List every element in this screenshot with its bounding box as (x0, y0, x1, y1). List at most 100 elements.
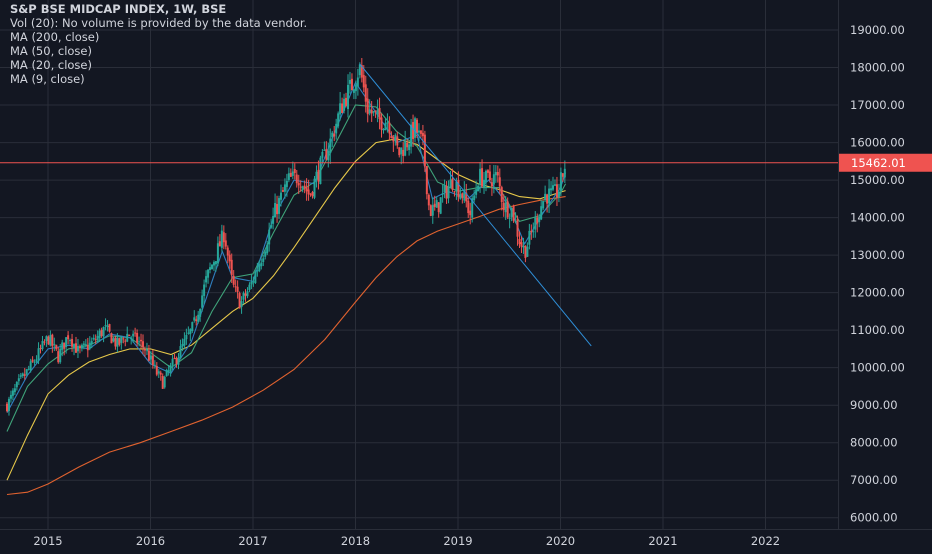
axis-corner[interactable] (839, 530, 932, 550)
candle-body (78, 346, 81, 349)
candle-body (57, 351, 60, 363)
symbol-title[interactable]: S&P BSE MIDCAP INDEX, 1W, BSE (10, 2, 227, 16)
candle-body (416, 119, 418, 134)
candle-body (106, 325, 109, 328)
candle-body (396, 136, 399, 146)
candle-body (552, 185, 555, 190)
candle-body (163, 376, 166, 388)
candle-body (41, 340, 44, 350)
candle-body (449, 179, 452, 188)
candle-body (61, 342, 64, 350)
candle-body (260, 262, 263, 267)
candle-body (59, 348, 62, 363)
candle-body (226, 247, 229, 256)
candle-body (258, 264, 261, 272)
study-volume[interactable]: Vol (20): No volume is provided by the d… (10, 16, 308, 30)
chart-legend: S&P BSE MIDCAP INDEX, 1W, BSE Vol (20): … (10, 2, 307, 86)
candle-body (484, 170, 487, 183)
candle-body (228, 254, 231, 262)
candle-body (122, 338, 125, 340)
last-price-label: 15462.01 (851, 156, 906, 170)
candle-body (557, 191, 560, 198)
candle-body (234, 286, 237, 288)
candle-body (191, 322, 194, 332)
candle-body (185, 334, 188, 340)
candle-body (297, 182, 300, 186)
candle-body (67, 335, 70, 340)
y-tick-label: 13000.00 (850, 248, 905, 262)
x-tick-label: 2018 (341, 534, 370, 548)
candle-body (437, 202, 440, 213)
candle-body (354, 84, 357, 92)
candle-body (530, 230, 533, 233)
y-tick-label: 6000.00 (850, 511, 898, 525)
candle-body (276, 204, 279, 215)
candle-body (244, 293, 247, 296)
ma9-line (6, 81, 567, 413)
candle-body (490, 182, 493, 187)
candle-body (477, 185, 480, 192)
y-tick-label: 9000.00 (850, 398, 898, 412)
candle-body (311, 192, 314, 197)
candle-body (362, 75, 365, 88)
candle-body (386, 122, 389, 124)
candle-body (431, 205, 434, 216)
study-ma50[interactable]: MA (50, close) (10, 44, 92, 58)
candle-body (143, 348, 146, 351)
candle-body (212, 262, 215, 266)
trendline[interactable] (359, 63, 592, 347)
candle-body (447, 186, 450, 199)
candle-body (266, 244, 269, 254)
candle-body (457, 180, 460, 198)
candle-body (394, 135, 397, 142)
candle-body (516, 219, 519, 237)
candle-body (171, 358, 174, 365)
candle-body (195, 319, 198, 322)
candle-body (214, 261, 217, 265)
candle-body (74, 343, 77, 353)
candle-body (124, 340, 127, 342)
study-ma9[interactable]: MA (9, close) (10, 72, 85, 86)
candle-body (451, 178, 454, 190)
candle-body (544, 193, 547, 200)
candle-body (222, 232, 225, 243)
candle-body (169, 365, 172, 372)
candle-body (439, 197, 442, 214)
study-ma20[interactable]: MA (20, close) (10, 58, 92, 72)
study-ma200[interactable]: MA (200, close) (10, 30, 100, 44)
candle-body (358, 64, 361, 76)
candle-body (55, 344, 58, 350)
candle-body (126, 333, 129, 342)
candle-body (406, 142, 409, 148)
candle-body (132, 333, 135, 337)
candle-body (317, 169, 320, 182)
candle-body (335, 123, 338, 134)
ma200-line (6, 196, 566, 496)
candle-body (175, 358, 178, 364)
candle-body (161, 375, 164, 389)
candle-body (498, 177, 501, 187)
candle-body (453, 191, 456, 193)
candle-body (136, 333, 139, 343)
candle-body (165, 369, 168, 377)
candle-body (496, 171, 499, 176)
candle-body (197, 314, 200, 322)
candle-body (262, 258, 265, 262)
candle-body (207, 269, 210, 278)
candle-body (6, 403, 8, 412)
candle-body (370, 109, 373, 114)
candle-body (307, 189, 310, 195)
y-tick-label: 17000.00 (850, 98, 905, 112)
y-tick-label: 8000.00 (850, 436, 898, 450)
candle-body (360, 65, 363, 78)
candle-body (224, 240, 227, 247)
candle-body (398, 147, 401, 156)
x-tick-label: 2019 (443, 534, 472, 548)
candle-body (526, 246, 529, 257)
candle-body (86, 344, 89, 351)
candle-body (408, 144, 411, 151)
